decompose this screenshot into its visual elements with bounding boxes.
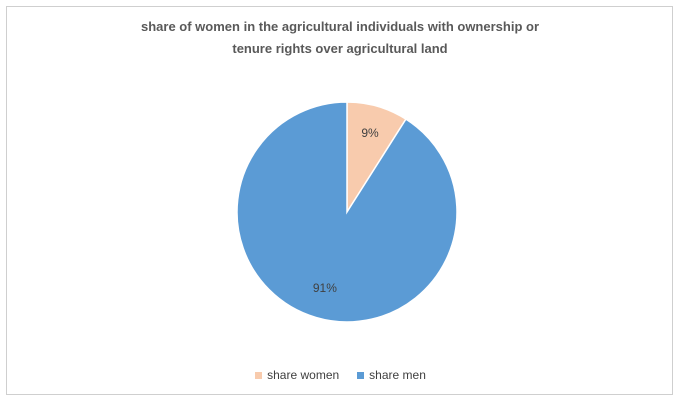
- legend-swatch-share-men: [357, 371, 365, 379]
- data-label-share-men: 91%: [313, 281, 337, 295]
- legend-item-share-women: share women: [255, 368, 339, 382]
- legend-swatch-share-women: [255, 371, 263, 379]
- legend-label-share-women: share women: [267, 368, 340, 382]
- pie-slices: [236, 101, 458, 323]
- data-label-share-women: 9%: [361, 126, 379, 140]
- pie-data-labels: 9% 91%: [313, 126, 379, 295]
- chart-legend: share women share men: [0, 368, 681, 382]
- legend-label-share-men: share men: [369, 368, 426, 382]
- legend-item-share-men: share men: [357, 368, 426, 382]
- chart-title-line-1: share of women in the agricultural indiv…: [141, 19, 539, 34]
- pie-slice-share-men: [236, 101, 458, 323]
- chart-title-line-2: tenure rights over agricultural land: [232, 41, 448, 56]
